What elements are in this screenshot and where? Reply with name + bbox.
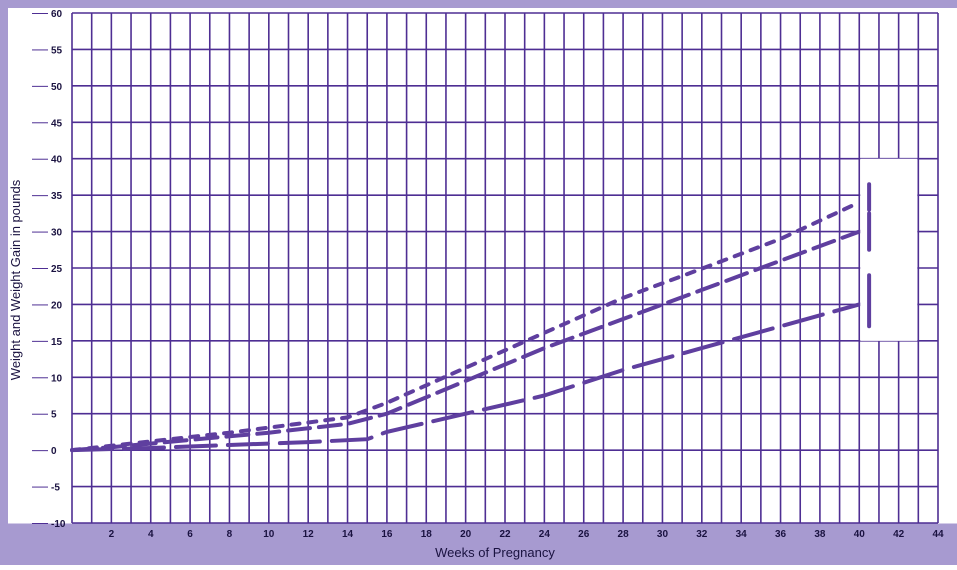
y-tick-label: 55 (51, 45, 63, 56)
y-tick-label: -10 (51, 519, 66, 530)
x-tick-label: 20 (460, 529, 472, 540)
x-tick-label: 32 (696, 529, 708, 540)
x-axis-label: Weeks of Pregnancy (435, 545, 555, 560)
x-tick-label: 44 (932, 529, 944, 540)
x-tick-label: 26 (578, 529, 590, 540)
x-tick-label: 34 (736, 529, 748, 540)
y-tick-label: 20 (51, 300, 63, 311)
x-tick-label: 12 (303, 529, 315, 540)
x-tick-label: 10 (263, 529, 275, 540)
x-tick-label: 28 (618, 529, 630, 540)
y-tick-label: 25 (51, 264, 63, 275)
x-tick-label: 38 (814, 529, 826, 540)
range-marker (860, 158, 918, 341)
x-tick-label: 8 (227, 529, 233, 540)
x-tick-label: 6 (187, 529, 193, 540)
y-tick-label: 15 (51, 337, 63, 348)
y-tick-label: 10 (51, 373, 63, 384)
series-line-short-dash (70, 200, 862, 453)
x-tick-label: 2 (109, 529, 115, 540)
x-tick-label: 16 (381, 529, 393, 540)
x-tick-label: 30 (657, 529, 669, 540)
y-axis-label: Weight and Weight Gain in pounds (8, 179, 23, 380)
x-tick-label: 22 (499, 529, 511, 540)
y-tick-label: 30 (51, 228, 63, 239)
x-tick-label: 18 (421, 529, 433, 540)
y-tick-label: 5 (51, 410, 57, 421)
series-lines (70, 200, 862, 453)
x-tick-label: 36 (775, 529, 787, 540)
x-tick-label: 4 (148, 529, 154, 540)
y-tick-label: 60 (51, 9, 63, 20)
y-tick-label: 45 (51, 118, 63, 129)
series-line-long-dash (70, 302, 862, 453)
x-tick-label: 40 (854, 529, 866, 540)
y-tick-label: 35 (51, 191, 63, 202)
y-tick-label: 50 (51, 82, 63, 93)
y-tick-label: 40 (51, 155, 63, 166)
y-tick-label: 0 (51, 446, 57, 457)
x-axis-ticks: 2 4 6 8 10 12 14 16 18 20 22 24 26 28 30 32 34 36 38 40 42 44 (109, 529, 944, 540)
x-tick-label: 14 (342, 529, 354, 540)
x-tick-label: 24 (539, 529, 551, 540)
y-tick-label: -5 (51, 483, 60, 494)
x-tick-label: 42 (893, 529, 905, 540)
plot-area (8, 8, 957, 524)
series-line-medium-dash (70, 229, 862, 453)
